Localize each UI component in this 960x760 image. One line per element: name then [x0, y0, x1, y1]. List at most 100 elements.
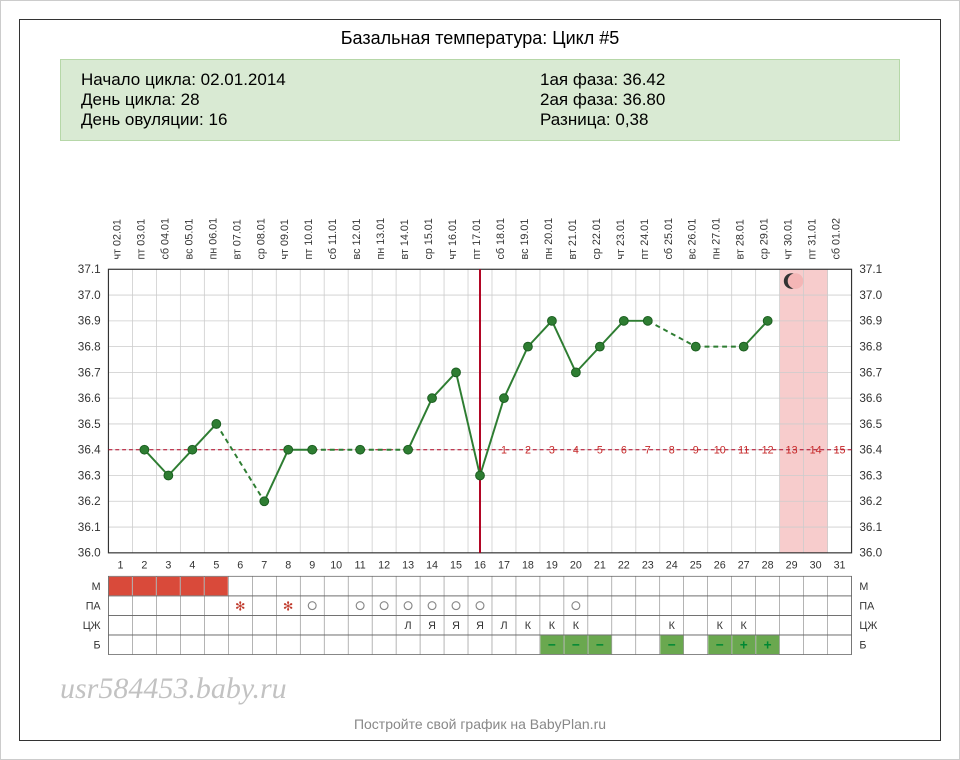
svg-text:М: М: [92, 581, 101, 593]
svg-text:ПА: ПА: [859, 601, 875, 613]
svg-text:36.0: 36.0: [859, 547, 882, 560]
svg-text:пн 13.01: пн 13.01: [375, 218, 387, 260]
svg-text:5: 5: [213, 559, 219, 571]
diff-value: 0,38: [615, 110, 648, 129]
svg-text:37.1: 37.1: [859, 263, 882, 276]
svg-text:−: −: [548, 638, 556, 653]
svg-text:+: +: [764, 638, 772, 653]
svg-text:К: К: [717, 620, 724, 632]
chart-container: Базальная температура: Цикл #5 Начало ци…: [19, 19, 941, 741]
svg-text:8: 8: [669, 445, 675, 457]
svg-text:5: 5: [597, 445, 603, 457]
svg-text:Б: Б: [94, 640, 101, 652]
svg-text:36.2: 36.2: [78, 495, 101, 508]
start-label: Начало цикла:: [81, 70, 196, 89]
svg-text:4: 4: [189, 559, 195, 571]
svg-text:К: К: [573, 620, 580, 632]
diff-label: Разница:: [540, 110, 611, 129]
svg-text:ср 29.01: ср 29.01: [759, 218, 771, 259]
svg-text:пн 06.01: пн 06.01: [207, 218, 219, 260]
svg-text:вт 21.01: вт 21.01: [567, 219, 579, 259]
svg-text:6: 6: [237, 559, 243, 571]
svg-text:+: +: [740, 638, 748, 653]
svg-text:вт 28.01: вт 28.01: [735, 219, 747, 259]
svg-text:1: 1: [501, 445, 507, 457]
svg-text:36.7: 36.7: [78, 366, 101, 379]
svg-text:вс 26.01: вс 26.01: [687, 219, 699, 260]
svg-text:ср 08.01: ср 08.01: [255, 218, 267, 259]
svg-text:пт 24.01: пт 24.01: [639, 219, 651, 260]
svg-text:−: −: [596, 638, 604, 653]
svg-text:36.1: 36.1: [859, 521, 882, 534]
svg-text:10: 10: [714, 445, 726, 457]
svg-text:17: 17: [498, 559, 510, 571]
svg-text:24: 24: [666, 559, 678, 571]
svg-text:К: К: [741, 620, 748, 632]
svg-text:пт 31.01: пт 31.01: [807, 219, 819, 260]
svg-text:22: 22: [618, 559, 630, 571]
svg-text:2: 2: [525, 445, 531, 457]
svg-text:15: 15: [450, 559, 462, 571]
svg-text:вс 05.01: вс 05.01: [183, 219, 195, 260]
svg-text:М: М: [859, 581, 868, 593]
svg-text:36.2: 36.2: [859, 495, 882, 508]
svg-text:чт 23.01: чт 23.01: [615, 219, 627, 259]
svg-text:✻: ✻: [283, 599, 294, 614]
svg-text:Я: Я: [428, 620, 436, 632]
phase2-label: 2ая фаза:: [540, 90, 618, 109]
svg-text:Л: Л: [500, 620, 507, 632]
svg-text:6: 6: [621, 445, 627, 457]
svg-text:1: 1: [117, 559, 123, 571]
svg-text:пт 03.01: пт 03.01: [135, 219, 147, 260]
svg-text:11: 11: [355, 559, 366, 571]
svg-text:11: 11: [738, 445, 749, 457]
bbt-chart-svg: 37.137.137.037.036.936.936.836.836.736.7…: [40, 159, 920, 712]
svg-text:20: 20: [570, 559, 582, 571]
svg-text:чт 09.01: чт 09.01: [279, 219, 291, 259]
svg-text:36.8: 36.8: [859, 341, 882, 354]
svg-text:пн 20.01: пн 20.01: [543, 218, 555, 260]
info-left: Начало цикла: 02.01.2014 День цикла: 28 …: [81, 70, 420, 130]
svg-text:вс 12.01: вс 12.01: [351, 219, 363, 260]
svg-text:14: 14: [426, 559, 438, 571]
svg-text:36.5: 36.5: [859, 418, 882, 431]
chart-frame: Базальная температура: Цикл #5 Начало ци…: [0, 0, 960, 760]
svg-text:27: 27: [738, 559, 750, 571]
chart-title: Базальная температура: Цикл #5: [20, 20, 940, 53]
phase2-value: 36.80: [623, 90, 666, 109]
footer-text: Постройте свой график на BabyPlan.ru: [20, 716, 940, 740]
svg-text:К: К: [669, 620, 676, 632]
svg-text:14: 14: [810, 445, 822, 457]
start-value: 02.01.2014: [201, 70, 286, 89]
svg-text:К: К: [525, 620, 532, 632]
svg-text:12: 12: [378, 559, 390, 571]
svg-text:Я: Я: [476, 620, 484, 632]
svg-text:36.3: 36.3: [78, 469, 101, 482]
svg-text:ЦЖ: ЦЖ: [83, 620, 101, 632]
svg-text:пн 27.01: пн 27.01: [711, 218, 723, 260]
svg-text:сб 01.02: сб 01.02: [831, 218, 843, 259]
svg-text:12: 12: [762, 445, 774, 457]
svg-text:36.9: 36.9: [78, 315, 101, 328]
svg-text:13: 13: [786, 445, 798, 457]
svg-text:36.3: 36.3: [859, 469, 882, 482]
svg-text:вт 14.01: вт 14.01: [399, 219, 411, 259]
svg-text:37.0: 37.0: [859, 289, 882, 302]
info-right: 1ая фаза: 36.42 2ая фаза: 36.80 Разница:…: [420, 70, 879, 130]
svg-text:сб 18.01: сб 18.01: [495, 218, 507, 259]
svg-text:7: 7: [645, 445, 651, 457]
svg-text:3: 3: [165, 559, 171, 571]
svg-text:26: 26: [714, 559, 726, 571]
svg-text:36.7: 36.7: [859, 366, 882, 379]
svg-text:ПА: ПА: [86, 601, 102, 613]
svg-text:36.9: 36.9: [859, 315, 882, 328]
svg-text:2: 2: [141, 559, 147, 571]
svg-text:−: −: [668, 638, 676, 653]
phase1-value: 36.42: [623, 70, 666, 89]
svg-text:вс 19.01: вс 19.01: [519, 219, 531, 260]
svg-text:25: 25: [690, 559, 702, 571]
svg-text:36.8: 36.8: [78, 341, 101, 354]
svg-text:15: 15: [834, 445, 846, 457]
ovul-value: 16: [209, 110, 228, 129]
svg-text:−: −: [572, 638, 580, 653]
